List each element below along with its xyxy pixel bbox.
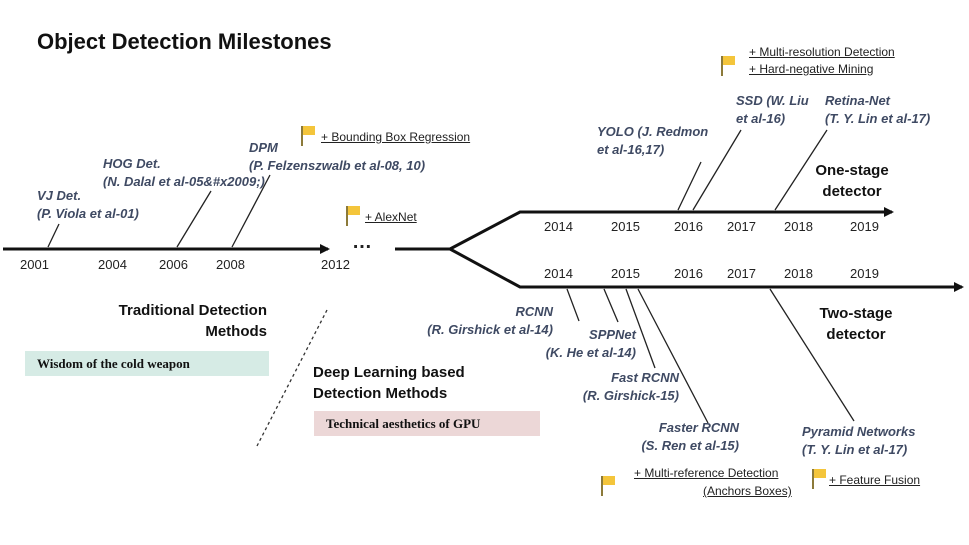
year-label: 2014 — [544, 219, 573, 234]
milestone-name: RCNN — [515, 304, 553, 319]
milestone-reference: et al-16,17) — [597, 142, 665, 157]
flag-icon — [346, 206, 360, 226]
year-label: 2016 — [674, 219, 703, 234]
milestone-hog-det: HOG Det. (N. Dalal et al-05&#x2009;) — [103, 155, 265, 191]
milestone-reference: (P. Felzenszwalb et al-08, 10) — [249, 158, 426, 173]
deep-learning-methods-badge: Technical aesthetics of GPU — [314, 411, 540, 436]
year-label: 2006 — [159, 257, 188, 272]
retina-net-leader-line — [774, 129, 828, 211]
pyramid-networks-leader-line — [769, 288, 855, 422]
milestone-retina-net: Retina-Net (T. Y. Lin et al-17) — [825, 92, 930, 128]
milestone-reference: (T. Y. Lin et al-17) — [825, 111, 931, 126]
milestone-name: Retina-Net — [825, 93, 891, 108]
traditional-methods-label: Traditional Detection Methods — [118, 302, 267, 340]
year-label: 2004 — [98, 257, 127, 272]
note-multi-resolution-detection: + Multi-resolution Detection — [749, 45, 895, 59]
two-stage-branch — [449, 247, 964, 292]
year-label: 2018 — [784, 219, 813, 234]
milestone-name: Fast RCNN — [611, 370, 679, 385]
milestone-name: YOLO (J. Redmon — [597, 124, 709, 139]
milestone-name: Faster RCNN — [658, 420, 739, 435]
hog-det-leader-line — [176, 190, 212, 248]
flag-icon — [601, 476, 615, 496]
year-label: 2014 — [544, 266, 573, 281]
year-label: 2015 — [611, 219, 640, 234]
milestone-reference: (K. He et al-14) — [545, 345, 636, 360]
note-feature-fusion: + Feature Fusion — [829, 473, 921, 487]
rcnn-leader-line — [566, 288, 580, 322]
dpm-leader-line — [231, 174, 271, 248]
year-label: 2019 — [850, 219, 879, 234]
milestone-vj-det: VJ Det. (P. Viola et al-01) — [37, 187, 139, 223]
year-label: 2017 — [727, 266, 756, 281]
deep-learning-methods-label: Deep Learning based Detection Methods — [313, 364, 465, 402]
faster-rcnn-leader-line — [637, 288, 709, 424]
two-stage-detector-label: Two-stage detector — [819, 305, 893, 343]
note-alexnet: + AlexNet — [365, 210, 417, 224]
milestone-reference: (S. Ren et al-15) — [641, 438, 739, 453]
page-title: Object Detection Milestones — [37, 29, 332, 54]
one-stage-branch — [449, 207, 894, 251]
milestone-reference: (R. Girshick-15) — [582, 388, 679, 403]
note-hard-negative-mining: + Hard-negative Mining — [749, 62, 874, 76]
sppnet-leader-line — [603, 288, 619, 323]
milestone-reference: (P. Viola et al-01) — [37, 206, 139, 221]
yolo-leader-line — [677, 161, 702, 211]
milestone-reference: (T. Y. Lin et al-17) — [802, 442, 908, 457]
note-anchor-boxes: (Anchors Boxes) — [703, 484, 792, 498]
year-label: 2016 — [674, 266, 703, 281]
milestone-name: HOG Det. — [103, 156, 161, 171]
methods-divider-dashed — [256, 309, 328, 447]
year-label: 2001 — [20, 257, 49, 272]
year-label: 2008 — [216, 257, 245, 272]
milestone-name: SSD (W. Liu — [736, 93, 809, 108]
milestone-name: VJ Det. — [37, 188, 82, 203]
vj-det-leader-line — [47, 223, 60, 248]
milestone-ssd: SSD (W. Liu et al-16) — [736, 92, 809, 128]
year-label: 2019 — [850, 266, 879, 281]
flag-icon — [812, 469, 826, 489]
milestone-reference: (N. Dalal et al-05&#x2009;) — [103, 174, 265, 189]
year-label: 2012 — [321, 257, 350, 272]
one-stage-detector-label: One-stage detector — [815, 162, 889, 200]
fast-rcnn-leader-line — [625, 288, 656, 369]
ssd-leader-line — [692, 129, 742, 211]
flag-icon — [301, 126, 315, 146]
milestone-rcnn: RCNN (R. Girshick et al-14) — [427, 303, 553, 339]
flag-icon — [721, 56, 735, 76]
milestone-reference: (R. Girshick et al-14) — [427, 322, 553, 337]
note-bounding-box-regression: + Bounding Box Regression — [321, 130, 471, 144]
year-label: 2015 — [611, 266, 640, 281]
milestone-yolo: YOLO (J. Redmon et al-16,17) — [597, 123, 708, 159]
milestone-name: DPM — [249, 140, 278, 155]
year-label: 2017 — [727, 219, 756, 234]
milestone-reference: et al-16) — [736, 111, 786, 126]
milestone-fast-rcnn: Fast RCNN (R. Girshick-15) — [583, 369, 679, 405]
milestone-pyramid-networks: Pyramid Networks (T. Y. Lin et al-17) — [802, 423, 915, 459]
milestone-name: SPPNet — [589, 327, 636, 342]
milestone-sppnet: SPPNet (K. He et al-14) — [546, 326, 636, 362]
milestone-name: Pyramid Networks — [802, 424, 916, 439]
note-multi-reference-detection: + Multi-reference Detection — [634, 466, 779, 480]
year-label: 2018 — [784, 266, 813, 281]
milestone-dpm: DPM (P. Felzenszwalb et al-08, 10) — [249, 139, 425, 175]
traditional-methods-badge: Wisdom of the cold weapon — [25, 351, 269, 376]
timeline-ellipsis: … — [352, 231, 373, 253]
milestone-faster-rcnn: Faster RCNN (S. Ren et al-15) — [641, 419, 739, 455]
